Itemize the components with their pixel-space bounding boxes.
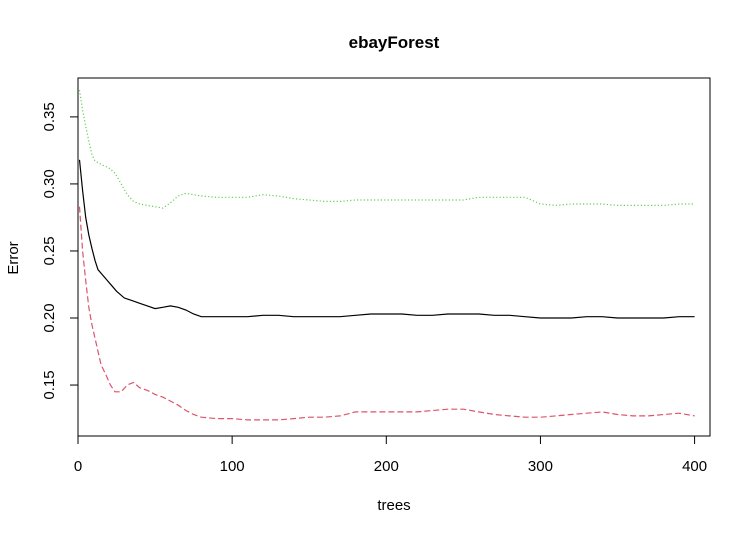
series-line-2 <box>78 206 695 421</box>
y-tick-label: 0.30 <box>41 169 58 198</box>
x-tick-label: 100 <box>220 458 245 475</box>
series-layer <box>78 90 695 421</box>
x-tick-label: 400 <box>682 458 707 475</box>
y-tick-label: 0.25 <box>41 236 58 265</box>
y-tick-label: 0.35 <box>41 102 58 131</box>
y-tick-label: 0.20 <box>41 303 58 332</box>
x-axis-title: trees <box>377 497 410 514</box>
y-tick-label: 0.15 <box>41 370 58 399</box>
x-tick-label: 0 <box>74 458 82 475</box>
y-axis-title: Error <box>5 241 22 274</box>
y-axis: 0.15 0.20 0.25 0.30 0.35 <box>41 102 79 400</box>
plot-frame <box>77 77 711 437</box>
x-tick-label: 200 <box>374 458 399 475</box>
series-line-1 <box>78 159 695 319</box>
x-tick-label: 300 <box>528 458 553 475</box>
chart-title: ebayForest <box>349 33 440 52</box>
series-line-3 <box>78 90 695 209</box>
x-axis: 0 100 200 300 400 <box>74 435 707 475</box>
